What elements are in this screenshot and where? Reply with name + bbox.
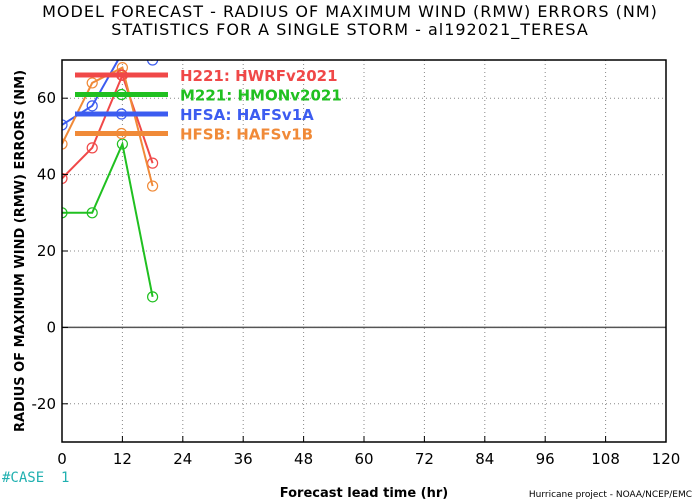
series-line-1 <box>62 140 154 298</box>
x-axis-label: Forecast lead time (hr) <box>280 486 448 501</box>
x-tick-label: 0 <box>57 450 67 468</box>
x-tick-label: 60 <box>354 450 373 468</box>
credit-text: Hurricane project - NOAA/NCEP/EMC <box>528 490 692 500</box>
case-label: #CASE 1 <box>2 470 70 486</box>
x-tick-label: 84 <box>475 450 494 468</box>
legend-label-1: M221: HMONv2021 <box>180 87 342 105</box>
x-tick-label: 96 <box>536 450 555 468</box>
y-tick-label: 0 <box>46 318 56 336</box>
chart-title: MODEL FORECAST - RADIUS OF MAXIMUM WIND … <box>42 2 658 21</box>
series-point-2 <box>147 60 159 66</box>
y-axis-label: RADIUS OF MAXIMUM WIND (RMW) ERRORS (NM) <box>13 70 28 432</box>
x-tick-label: 12 <box>113 450 132 468</box>
legend-marker-1 <box>115 88 128 101</box>
legend-label-0: H221: HWRFv2021 <box>180 67 338 85</box>
series-point-1 <box>62 207 68 219</box>
series-point-2 <box>86 100 98 112</box>
series-point-2 <box>62 119 68 131</box>
x-tick-label: 120 <box>652 450 681 468</box>
series-point-2 <box>117 47 127 57</box>
series-point-1 <box>147 291 159 303</box>
chart-subtitle: STATISTICS FOR A SINGLE STORM - al192021… <box>111 20 589 39</box>
grid-lines <box>62 60 666 442</box>
legend-marker-2 <box>115 108 128 120</box>
legend-label-3: HFSB: HAFSv1B <box>180 126 313 144</box>
y-tick-label: 40 <box>37 166 56 184</box>
series-point-3 <box>62 138 68 150</box>
series-point-3 <box>147 180 159 192</box>
x-tick-label: 72 <box>415 450 434 468</box>
series-point-0 <box>86 142 98 154</box>
legend-marker-0 <box>115 69 128 81</box>
y-tick-label: 20 <box>37 242 56 260</box>
x-tick-label: 24 <box>173 450 192 468</box>
series-line-0 <box>62 72 154 180</box>
x-tick-label: 108 <box>591 450 620 468</box>
legend-marker-3 <box>115 127 128 140</box>
series-point-0 <box>62 172 68 185</box>
series-line-3 <box>62 66 154 187</box>
legend-label-2: HFSA: HAFSv1A <box>180 106 314 124</box>
x-axis-ticks: 0 12 24 36 48 60 72 84 96 108 120 <box>57 436 680 468</box>
y-axis-ticks: -20 0 20 40 60 <box>32 89 68 413</box>
y-tick-label: -20 <box>32 395 57 413</box>
series-point-1 <box>86 207 98 219</box>
series-point-3 <box>86 77 98 89</box>
x-tick-label: 48 <box>294 450 313 468</box>
series-point-1 <box>116 138 129 150</box>
y-tick-label: 60 <box>37 89 56 107</box>
x-tick-label: 36 <box>234 450 253 468</box>
